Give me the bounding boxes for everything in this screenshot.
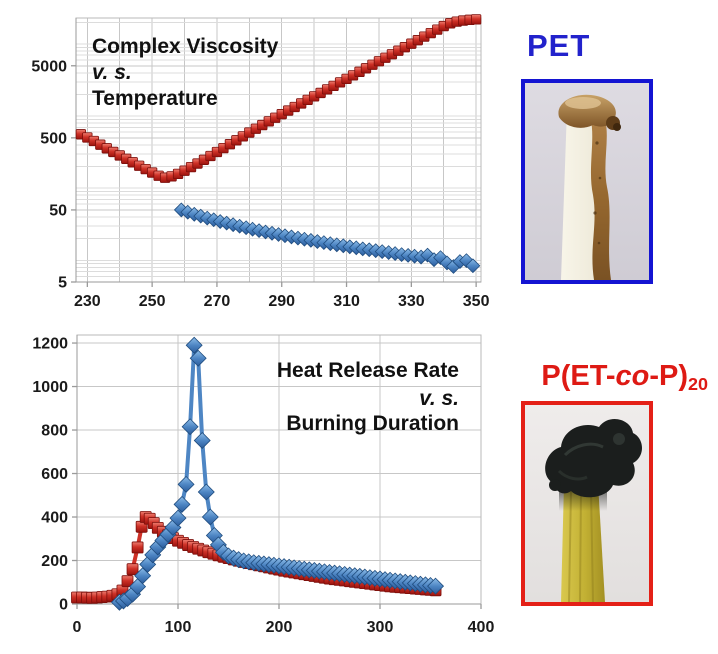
svg-text:400: 400 (41, 510, 68, 527)
svg-text:5000: 5000 (31, 58, 67, 75)
svg-text:50: 50 (49, 202, 67, 219)
svg-text:250: 250 (139, 293, 166, 310)
svg-text:1000: 1000 (32, 379, 68, 396)
svg-text:310: 310 (333, 293, 360, 310)
pet-label-text: PET (527, 28, 591, 63)
svg-text:270: 270 (204, 293, 231, 310)
svg-text:100: 100 (165, 619, 192, 636)
melted-drip (589, 113, 611, 280)
svg-text:350: 350 (463, 293, 490, 310)
svg-text:v. s.: v. s. (92, 61, 132, 84)
char-bump (613, 433, 625, 445)
pet-residue-photo-frame (521, 79, 653, 284)
copolymer-char-photo (525, 405, 649, 602)
svg-text:330: 330 (398, 293, 425, 310)
drip-speck (593, 211, 597, 215)
svg-text:500: 500 (40, 130, 67, 147)
drip-speck (598, 176, 602, 180)
svg-text:290: 290 (268, 293, 295, 310)
char-highlight (563, 442, 604, 457)
svg-text:800: 800 (41, 423, 68, 440)
svg-text:1200: 1200 (32, 336, 68, 353)
drip-nub-shadow (613, 123, 621, 131)
copolymer-label-subscript: 20 (688, 374, 708, 395)
svg-text:Complex Viscosity: Complex Viscosity (92, 35, 279, 58)
svg-text:5: 5 (58, 275, 67, 292)
drip-speck (597, 241, 601, 245)
svg-text:v. s.: v. s. (419, 387, 459, 410)
copolymer-label-suffix: -P) (649, 360, 688, 392)
copolymer-char-photo-frame (521, 401, 653, 606)
svg-text:600: 600 (41, 466, 68, 483)
svg-text:200: 200 (41, 553, 68, 570)
heat-release-rate-chart: 0 100 200 300 400 0 200 400 600 800 1000 1200 Heat R… (32, 334, 495, 636)
yellow-stick (561, 483, 605, 602)
knob-highlight (565, 97, 601, 109)
svg-text:230: 230 (74, 293, 101, 310)
svg-text:400: 400 (468, 619, 495, 636)
char-bump (549, 479, 561, 491)
drip-speck (595, 141, 599, 145)
char-highlight (557, 469, 588, 481)
pet-residue-photo (525, 83, 649, 280)
svg-text:Burning Duration: Burning Duration (286, 412, 459, 435)
svg-text:0: 0 (73, 619, 82, 636)
svg-text:0: 0 (59, 597, 68, 614)
complex-viscosity-chart: 230 250 270 290 310 330 350 5 50 500 5000 Complex V… (31, 14, 490, 310)
copolymer-label-prefix: P(ET- (541, 360, 616, 392)
svg-text:Temperature: Temperature (92, 87, 218, 110)
copolymer-label: P(ET-co-P)20 (541, 360, 708, 395)
svg-text:200: 200 (266, 619, 293, 636)
pet-label: PET (527, 28, 590, 64)
svg-text:Heat Release Rate: Heat Release Rate (277, 359, 459, 382)
copolymer-label-co: co (615, 360, 650, 392)
svg-text:300: 300 (367, 619, 394, 636)
